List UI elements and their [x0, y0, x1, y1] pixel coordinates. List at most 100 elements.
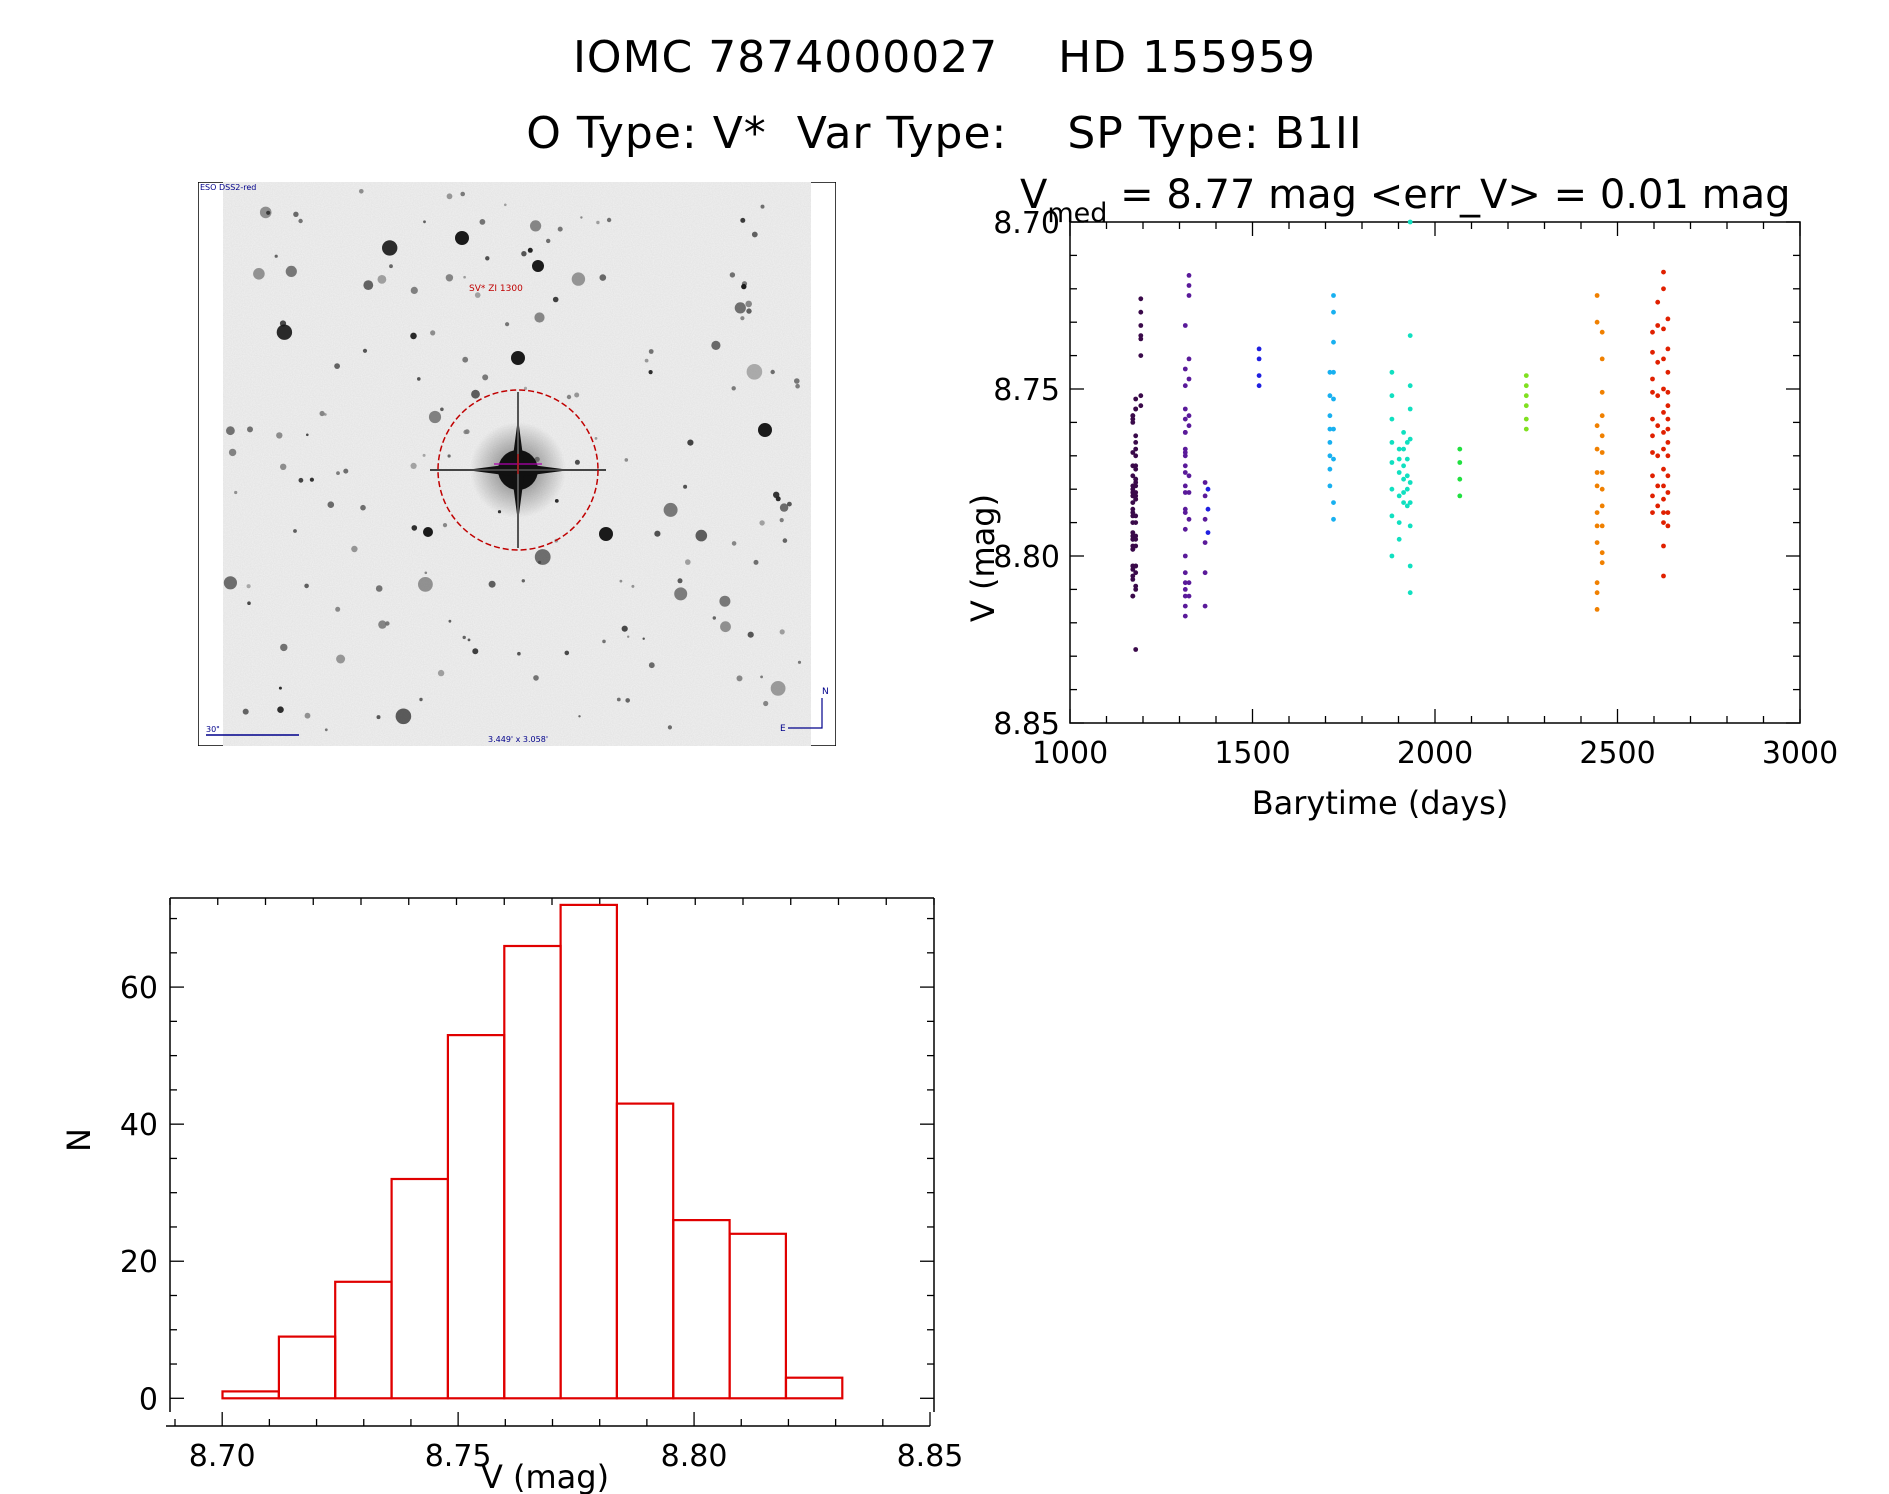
- lc-data-point: [1650, 329, 1655, 335]
- lc-data-point: [1661, 496, 1666, 502]
- lc-data-point: [1133, 493, 1139, 499]
- field-star: [578, 715, 581, 718]
- lc-data-point: [1661, 410, 1666, 415]
- field-star: [773, 491, 780, 498]
- lc-data-point: [1327, 369, 1333, 375]
- lc-data-point: [1186, 356, 1192, 362]
- lc-title-subscript: med: [1047, 198, 1107, 229]
- lc-data-point: [1133, 483, 1139, 489]
- field-star: [760, 204, 765, 209]
- lc-data-point: [1133, 490, 1139, 495]
- field-star: [648, 349, 654, 354]
- lc-data-point: [1133, 396, 1139, 402]
- lc-data-point: [1523, 393, 1529, 399]
- lc-data-point: [1396, 456, 1402, 462]
- field-star: [797, 660, 802, 664]
- field-star: [378, 620, 387, 629]
- lc-data-point: [1138, 353, 1144, 358]
- lc-data-point: [1404, 456, 1410, 462]
- field-star: [336, 654, 346, 664]
- field-star: [293, 529, 297, 533]
- lc-data-point: [1182, 323, 1188, 328]
- field-star: [385, 621, 390, 626]
- field-star: [343, 468, 349, 474]
- lc-data-point: [1396, 446, 1402, 452]
- lc-data-point: [1594, 483, 1600, 489]
- lc-data-point: [1523, 383, 1529, 389]
- field-star: [624, 458, 629, 462]
- lc-data-point: [1331, 500, 1336, 505]
- lc-data-point: [1594, 607, 1600, 612]
- lc-data-point: [1655, 393, 1661, 399]
- field-star: [430, 330, 436, 336]
- lc-data-point: [1665, 453, 1671, 459]
- lc-data-point: [1401, 430, 1406, 435]
- lc-data-point: [1202, 480, 1208, 485]
- field-star: [648, 662, 655, 669]
- lc-data-point: [1130, 486, 1136, 492]
- lc-data-point: [1202, 603, 1208, 609]
- lc-data-point: [1130, 546, 1136, 552]
- hist-ytick-label: 40: [120, 1108, 158, 1143]
- field-star: [448, 619, 452, 623]
- lc-data-point: [1661, 483, 1666, 489]
- lc-data-point: [1133, 406, 1139, 412]
- hist-bar: [672, 1219, 731, 1400]
- lc-data-point: [1599, 470, 1605, 475]
- field-star: [711, 340, 721, 350]
- field-star: [505, 322, 510, 327]
- lc-data-point: [1655, 483, 1661, 489]
- field-star: [359, 189, 364, 194]
- field-star: [280, 463, 287, 470]
- lc-data-point: [1133, 440, 1139, 445]
- lc-data-point: [1133, 463, 1139, 469]
- lc-data-point: [1138, 296, 1144, 302]
- lc-data-point: [1182, 383, 1188, 389]
- hist-ytick-label: 60: [120, 971, 158, 1006]
- lc-data-point: [1331, 396, 1336, 402]
- lc-data-point: [1407, 436, 1413, 442]
- lc-data-point: [1331, 516, 1336, 522]
- lc-data-point: [1182, 483, 1188, 489]
- lc-data-point: [1327, 453, 1333, 459]
- field-star: [734, 302, 746, 314]
- lc-data-point: [1186, 490, 1192, 495]
- lc-data-point: [1256, 383, 1262, 389]
- hist-bar: [446, 1034, 506, 1400]
- field-star: [759, 520, 765, 526]
- lc-data-point: [1665, 490, 1671, 495]
- field-star: [667, 725, 672, 730]
- field-star: [546, 238, 551, 244]
- hist-bar: [503, 944, 562, 1400]
- field-star: [327, 501, 335, 509]
- field-star: [594, 437, 598, 440]
- field-star: [246, 584, 251, 589]
- field-star: [683, 484, 688, 489]
- field-star: [695, 529, 708, 542]
- lc-data-point: [1650, 510, 1655, 515]
- lc-data-point: [1407, 563, 1413, 569]
- hist-bars: [221, 903, 844, 1400]
- field-star: [247, 426, 253, 433]
- lc-data-point: [1182, 570, 1188, 576]
- lc-data-point: [1133, 543, 1139, 549]
- lc-data-point: [1327, 466, 1333, 472]
- lc-data-point: [1655, 359, 1661, 365]
- field-star: [599, 274, 607, 281]
- field-star: [309, 477, 314, 482]
- finder-chart: ESO DSS2-red SV* ZI 1300 30" 3.449' x 3.…: [198, 182, 836, 746]
- lc-xtick-label: 1000: [1032, 736, 1108, 771]
- lc-data-point: [1130, 567, 1136, 572]
- field-star: [304, 712, 311, 719]
- hist-bar: [615, 1102, 675, 1400]
- field-star: [644, 358, 649, 363]
- lc-data-point: [1396, 520, 1402, 525]
- field-star: [736, 675, 743, 682]
- lc-data-point: [1138, 323, 1144, 328]
- lc-data-point: [1665, 403, 1671, 409]
- lc-data-point: [1389, 513, 1395, 519]
- lc-data-point: [1650, 416, 1655, 422]
- lc-data-point: [1407, 500, 1413, 505]
- lc-data-point: [1186, 516, 1192, 522]
- lc-data-point: [1133, 466, 1139, 472]
